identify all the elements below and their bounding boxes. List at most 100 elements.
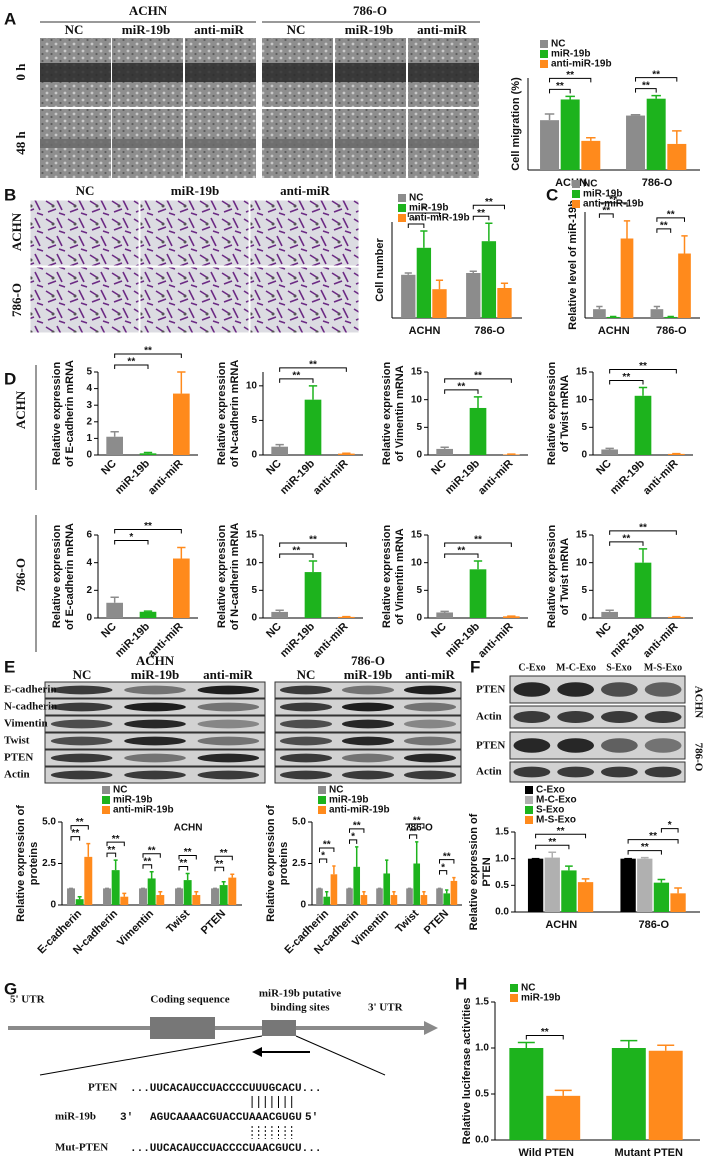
- x-tick-label: NC: [594, 458, 614, 478]
- y-axis-label: Relative expression: [216, 525, 228, 629]
- significance-label: *: [668, 820, 672, 831]
- y-axis-label: Relative expression: [216, 362, 228, 466]
- error-bar: [473, 396, 483, 408]
- blot-band: [601, 682, 638, 697]
- bar: [139, 453, 157, 455]
- x-tick-label: Twist: [393, 907, 421, 935]
- blot-band: [50, 770, 113, 780]
- significance-label: **: [622, 533, 630, 544]
- error-bar: [158, 890, 163, 896]
- significance-bracket: [635, 77, 678, 82]
- diagram-label: 3' UTR: [368, 1002, 404, 1014]
- significance-label: **: [548, 837, 556, 848]
- blot-band: [403, 702, 457, 712]
- arrow-head: [424, 1021, 438, 1035]
- significance-label: **: [323, 840, 331, 851]
- bar: [503, 616, 520, 618]
- legend-label: miR-19b: [409, 203, 448, 214]
- y-axis-label: Relative level of miR-19b: [567, 200, 579, 330]
- sequence: ...UUCACAUCCUACCCCUUUGCACU...: [130, 1083, 321, 1095]
- blot-band: [50, 753, 113, 763]
- y-axis-label: Cell number: [374, 238, 386, 302]
- group-label: anti-miR: [417, 22, 467, 37]
- blot-band: [341, 685, 395, 695]
- legend-swatch: [525, 816, 533, 824]
- y-axis-label: Relative expression of: [265, 805, 277, 922]
- significance-label: **: [148, 845, 156, 856]
- bar: [106, 602, 123, 618]
- bar: [611, 1048, 646, 1140]
- chart: 0 5 10 15 Relative expression of Twist mRNA NC…: [546, 361, 693, 497]
- significance-bracket: [114, 353, 182, 358]
- x-tick-label: Vimentin: [115, 908, 156, 949]
- wound-gap: [408, 63, 479, 82]
- significance-label: **: [409, 827, 417, 838]
- wound-gap: [408, 139, 479, 148]
- group-label: anti-miR: [280, 183, 330, 198]
- x-tick-label: miR-19b: [443, 457, 482, 496]
- error-bar: [651, 94, 661, 99]
- significance-bracket: [656, 228, 672, 233]
- significance-bracket: [609, 530, 677, 535]
- y-tick-label: 5: [581, 422, 587, 433]
- error-bar: [404, 272, 412, 275]
- bar: [406, 888, 413, 905]
- error-bar: [657, 878, 666, 883]
- significance-bracket: [627, 839, 679, 844]
- significance-label: **: [71, 828, 79, 839]
- error-bar: [638, 548, 648, 563]
- significance-bracket: [627, 850, 662, 855]
- bar: [390, 895, 398, 905]
- bar: [668, 453, 685, 455]
- blot-band: [197, 770, 260, 780]
- panel-letter: C: [546, 185, 558, 204]
- zoom-line: [295, 1035, 386, 1076]
- significance-label: **: [443, 851, 451, 862]
- blot-band: [50, 719, 113, 729]
- bar: [211, 888, 219, 905]
- error-bar: [194, 890, 199, 896]
- legend-swatch: [572, 200, 580, 208]
- legend-swatch: [510, 994, 518, 1002]
- y-axis-label: PTEN: [481, 857, 493, 886]
- cell-line: 786-O: [13, 558, 28, 592]
- bar: [450, 880, 458, 905]
- legend-label: anti-miR-19b: [113, 805, 174, 816]
- chart-subtitle: ACHN: [174, 823, 203, 834]
- wound-gap: [335, 63, 406, 82]
- significance-label: **: [144, 346, 152, 357]
- bar: [75, 899, 84, 905]
- error-bar: [177, 371, 186, 394]
- legend-swatch: [525, 806, 533, 814]
- legend-swatch: [525, 786, 533, 794]
- y-tick-label: 5: [251, 585, 257, 596]
- legend-label: NC: [583, 179, 597, 190]
- error-bar: [640, 856, 649, 859]
- bar: [103, 888, 111, 905]
- blot-band: [124, 753, 186, 763]
- blot-band: [557, 711, 594, 723]
- bar: [316, 888, 323, 905]
- error-bar: [110, 431, 119, 437]
- cell-line: ACHN: [136, 653, 175, 668]
- group-label: NC: [65, 22, 84, 37]
- significance-label: **: [107, 845, 115, 856]
- bar: [546, 1095, 581, 1140]
- group-label: NC: [76, 183, 95, 198]
- bar: [620, 238, 634, 318]
- legend-label: anti-miR-19b: [583, 199, 644, 210]
- blot-band: [50, 685, 113, 695]
- bar: [192, 895, 201, 905]
- bar: [527, 858, 544, 912]
- significance-label: **: [556, 81, 564, 92]
- blot-band: [124, 719, 186, 729]
- significance-label: **: [292, 546, 300, 557]
- significance-label: **: [541, 1027, 549, 1038]
- significance-bracket: [598, 213, 614, 218]
- error-bar: [620, 1039, 638, 1048]
- significance-bracket: [409, 834, 418, 839]
- blot-band: [197, 736, 260, 746]
- bar: [653, 882, 670, 912]
- wound-gap: [335, 139, 406, 148]
